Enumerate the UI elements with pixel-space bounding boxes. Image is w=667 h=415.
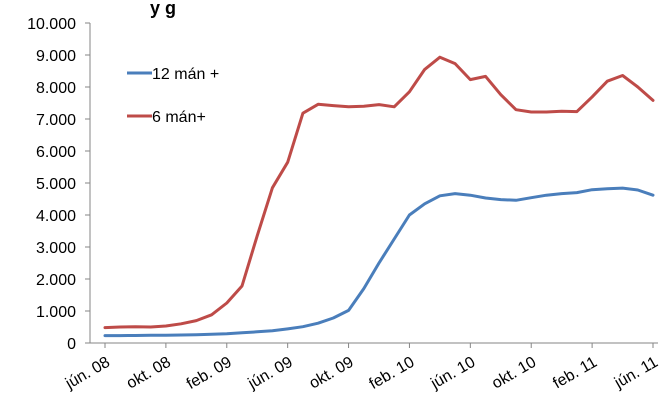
y-tick-label: 9.000 <box>36 48 76 65</box>
x-tick-label: okt. 09 <box>306 354 356 393</box>
x-tick-label: jún. 08 <box>62 354 113 393</box>
y-tick-label: 1.000 <box>36 304 76 321</box>
y-tick-label: 2.000 <box>36 272 76 289</box>
x-tick-label: feb. 10 <box>367 354 418 393</box>
series-line-2 <box>103 55 655 330</box>
legend-label-1: 12 mán + <box>152 66 219 83</box>
y-tick-label: 10.000 <box>27 16 76 33</box>
x-tick-label: jún. 09 <box>245 354 296 393</box>
chart-title-partial: y g <box>150 0 176 18</box>
x-tick-label: okt. 10 <box>489 354 539 393</box>
y-tick-label: 6.000 <box>36 144 76 161</box>
y-tick-label: 0 <box>67 336 76 353</box>
x-tick-label: feb. 11 <box>550 354 600 393</box>
series-group <box>103 55 655 338</box>
y-tick-label: 4.000 <box>36 208 76 225</box>
y-tick-label: 3.000 <box>36 240 76 257</box>
x-tick-label: feb. 09 <box>184 354 235 393</box>
x-tick-label: jún. 11 <box>611 354 661 393</box>
series-line-1 <box>103 186 655 338</box>
y-axis: 0 1.000 2.000 3.000 4.000 5.000 6.000 7.000 8.00… <box>27 16 91 353</box>
y-tick-label: 8.000 <box>36 80 76 97</box>
x-tick-label: jún. 10 <box>427 354 478 393</box>
legend: 12 mán + 6 mán+ <box>127 66 219 126</box>
y-tick-label: 5.000 <box>36 176 76 193</box>
legend-label-2: 6 mán+ <box>152 109 206 126</box>
x-tick-label: okt. 08 <box>124 354 174 393</box>
x-axis: jún. 08 okt. 08 feb. 09 jún. 09 okt. 09 feb. … <box>62 342 661 393</box>
y-tick-label: 7.000 <box>36 112 76 129</box>
